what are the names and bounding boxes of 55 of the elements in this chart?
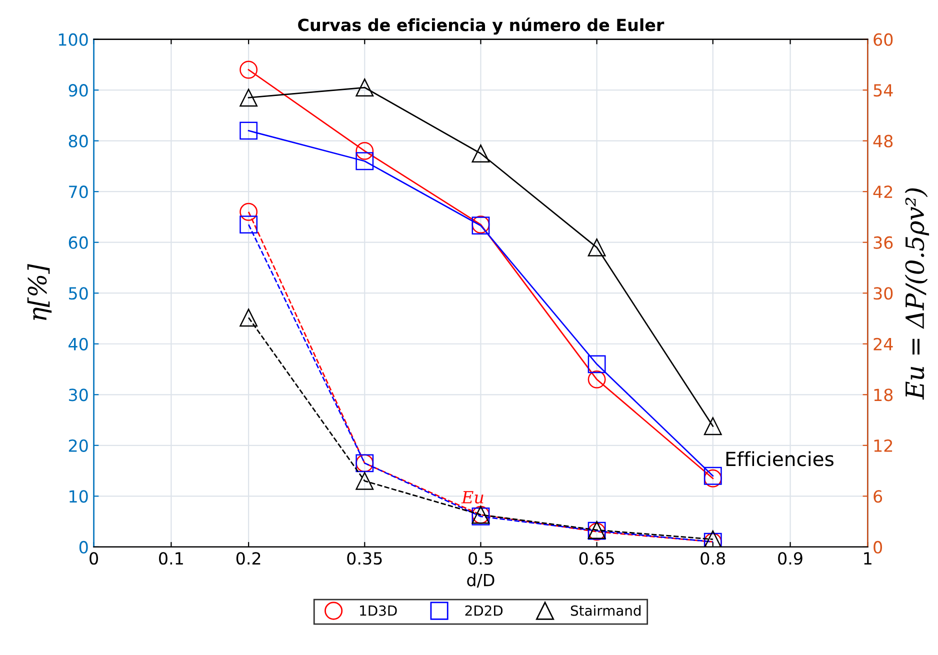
y-tick-label: 70: [69, 186, 88, 198]
chart-title: Curvas de eficiencia y número de Euler: [298, 18, 664, 35]
x-axis-title: d/D: [467, 573, 494, 588]
y-tick-label: 0: [79, 540, 88, 554]
legend-label: Stairmand: [570, 605, 641, 616]
y2-tick-label: 36: [874, 236, 893, 249]
point: [240, 202, 258, 221]
point: [240, 308, 258, 327]
x-tick-label: 0.9: [778, 552, 802, 565]
y-tick-label: 50: [69, 287, 88, 300]
y2-tick-label: 30: [874, 287, 893, 300]
point: [356, 78, 374, 96]
y2-tick-label: 6: [874, 490, 882, 503]
point: [356, 472, 374, 490]
y-tick-label: 90: [68, 84, 88, 97]
x-tick-label: 0.5: [468, 552, 493, 565]
legend-label: 2D2D: [465, 605, 503, 616]
legend-label: 1D3D: [360, 605, 397, 616]
x-tick-label: 1: [864, 552, 872, 564]
x-tick-label: 0.8: [700, 552, 725, 565]
point: [588, 370, 606, 388]
annotation: Efficiencies: [726, 451, 834, 466]
y-tick-label: 80: [68, 134, 88, 148]
y-tick-label: 30: [69, 388, 88, 402]
y2-axis-title: Eu = ΔP/(0.5ρv²): [904, 188, 930, 400]
point: [240, 88, 258, 107]
y2-tick-label: 60: [874, 33, 893, 46]
x-tick-label: 0.1: [159, 552, 183, 565]
y-tick-label: 20: [68, 439, 88, 452]
point: [240, 122, 258, 140]
y2-tick-label: 54: [874, 84, 893, 97]
point: [472, 144, 490, 162]
y2-tick-label: 18: [874, 388, 893, 402]
y2-tick-label: 42: [873, 186, 892, 198]
point: [704, 417, 722, 436]
y2-tick-label: 12: [874, 439, 892, 452]
x-tick-label: 0.65: [579, 552, 614, 565]
y-tick-label: 10: [70, 490, 88, 503]
y2-tick-label: 0: [874, 540, 882, 554]
point: [240, 60, 258, 79]
y-tick-label: 60: [68, 236, 88, 249]
y2-tick-label: 48: [873, 134, 893, 148]
y2-tick-label: 24: [874, 338, 893, 350]
point: [588, 238, 606, 256]
point: [240, 216, 258, 234]
x-tick-label: 0.35: [347, 552, 382, 565]
point: [356, 152, 374, 170]
x-tick-label: 0.2: [236, 552, 260, 565]
point: [356, 142, 374, 160]
y-tick-label: 40: [68, 338, 88, 350]
x-tick-label: 0: [90, 552, 98, 565]
y-axis-title: η[%]: [27, 264, 52, 320]
point: [588, 355, 606, 374]
annotation: Eu: [461, 491, 484, 504]
y-tick-label: 100: [58, 33, 88, 46]
